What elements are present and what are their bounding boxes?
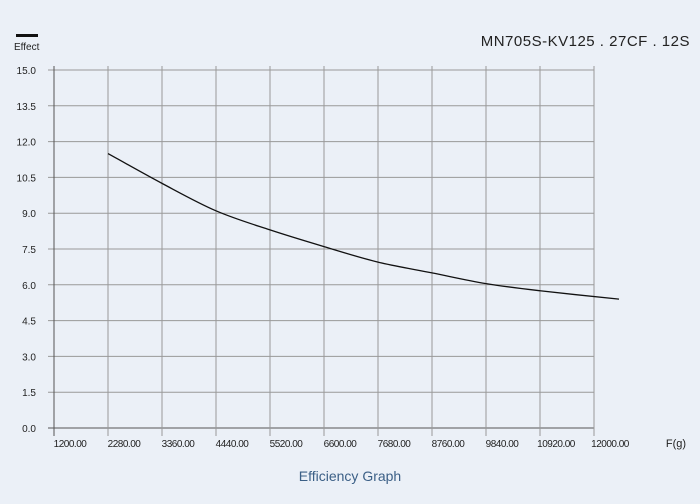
x-axis-label: F(g) <box>666 438 686 450</box>
chart-title: MN705S-KV125 . 27CF . 12S <box>480 33 690 50</box>
y-tick-label: 13.5 <box>17 102 37 113</box>
x-tick-label: 2280.00 <box>108 439 142 450</box>
x-tick-label: 6600.00 <box>324 439 358 450</box>
x-tick-label: 12000.00 <box>591 439 630 450</box>
y-tick-label: 7.5 <box>22 245 36 256</box>
y-tick-label: 0.0 <box>22 424 36 435</box>
legend-line-swatch <box>16 34 38 37</box>
y-tick-label: 12.0 <box>17 138 37 149</box>
y-tick-label: 1.5 <box>22 388 36 399</box>
x-tick-label: 9840.00 <box>486 439 520 450</box>
series-line-effect <box>107 152 620 300</box>
x-tick-label: 5520.00 <box>270 439 304 450</box>
y-tick-label: 9.0 <box>22 209 36 220</box>
y-tick-label: 10.5 <box>17 173 37 184</box>
x-tick-label: 4440.00 <box>216 439 250 450</box>
y-tick-label: 4.5 <box>22 317 36 328</box>
y-tick-label: 6.0 <box>22 281 36 292</box>
x-tick-label: 10920.00 <box>537 439 576 450</box>
x-tick-label: 8760.00 <box>432 439 466 450</box>
y-tick-label: 15.0 <box>17 66 37 77</box>
legend-label: Effect <box>14 42 40 53</box>
chart-caption: Efficiency Graph <box>298 468 402 484</box>
y-tick-label: 3.0 <box>22 352 36 363</box>
x-tick-label: 3360.00 <box>162 439 196 450</box>
x-tick-label: 1200.00 <box>54 439 88 450</box>
x-tick-label: 7680.00 <box>378 439 412 450</box>
